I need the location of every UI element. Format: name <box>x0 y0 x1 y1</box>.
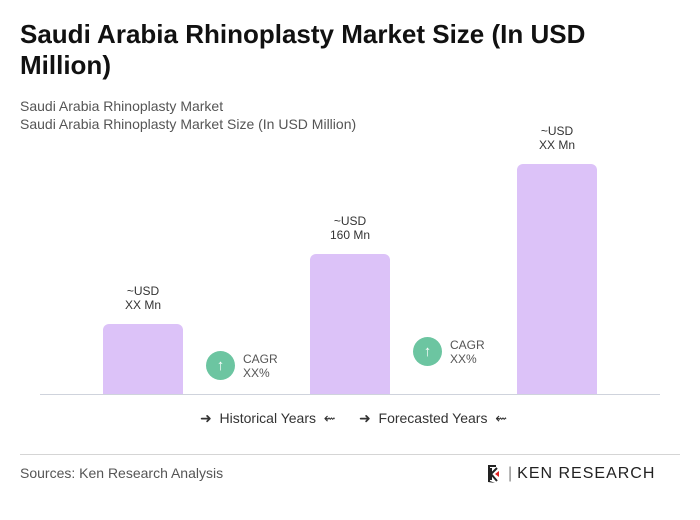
legend-historical: ➜ Historical Years ⇜ <box>200 410 336 427</box>
sources-text: Sources: Ken Research Analysis <box>20 465 224 481</box>
arrow-left-icon: ⇜ <box>495 410 507 426</box>
legend-label: Historical Years <box>219 410 317 426</box>
cagr-label: CAGR <box>243 351 278 366</box>
subtitle: Saudi Arabia Rhinoplasty Market <box>20 98 224 114</box>
cagr-value: XX% <box>243 365 270 380</box>
data-label: ~USD XX Mn <box>124 284 161 312</box>
bar <box>103 324 183 394</box>
arrow-up-icon: ↑ <box>413 337 442 366</box>
cagr-badge: ↑ CAGR XX% <box>206 351 278 380</box>
x-axis-line <box>40 394 660 395</box>
legend-label: Forecasted Years <box>378 410 488 426</box>
logo-mark-icon <box>488 465 499 483</box>
footer-divider <box>20 454 680 455</box>
legend-forecasted: ➜ Forecasted Years ⇜ <box>359 410 507 427</box>
ken-research-logo: | KEN RESEARCH <box>486 464 655 484</box>
bar <box>310 254 390 394</box>
cagr-badge: ↑ CAGR XX% <box>413 337 485 366</box>
chart-title: Saudi Arabia Rhinoplasty Market Size (In… <box>20 19 586 80</box>
arrow-right-icon: ➜ <box>200 410 212 426</box>
data-label: ~USD 160 Mn <box>329 214 371 242</box>
subtitle-2: Saudi Arabia Rhinoplasty Market Size (In… <box>20 116 357 132</box>
cagr-value: XX% <box>450 351 477 366</box>
arrow-left-icon: ⇜ <box>323 410 336 426</box>
bar <box>517 163 597 394</box>
arrow-up-icon: ↑ <box>206 351 235 380</box>
logo-text: KEN RESEARCH <box>517 465 656 482</box>
data-label: ~USD XX Mn <box>538 123 575 152</box>
cagr-label: CAGR <box>450 337 485 352</box>
arrow-right-icon: ➜ <box>359 410 371 426</box>
